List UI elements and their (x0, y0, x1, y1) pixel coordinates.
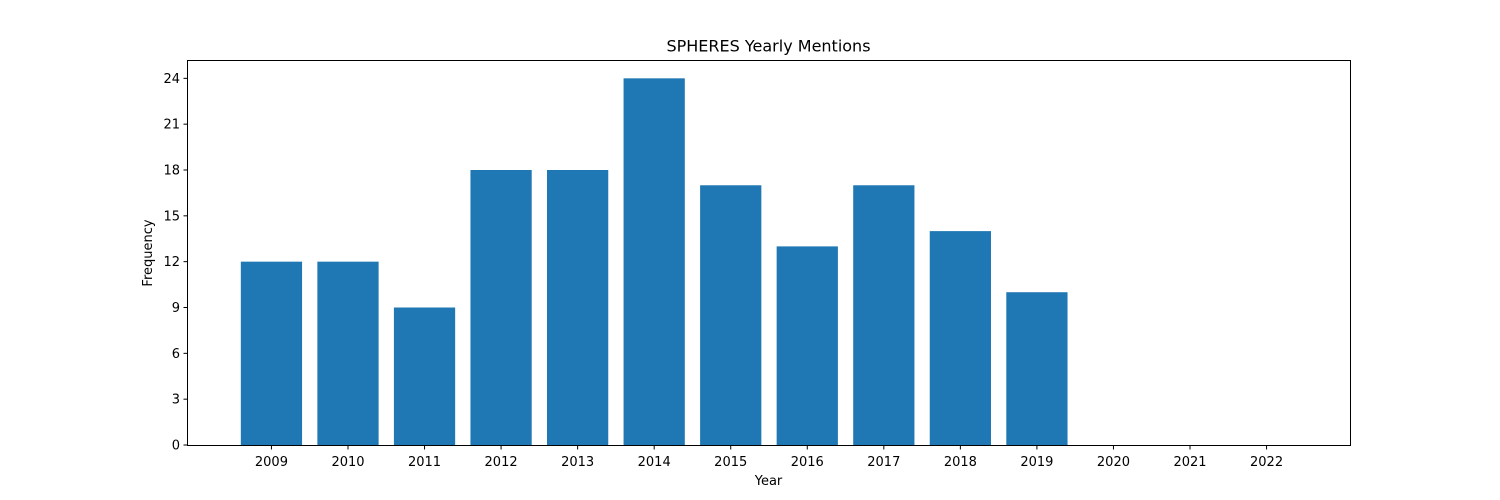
y-tick-label: 9 (172, 301, 180, 316)
x-tick-label: 2019 (1020, 455, 1053, 470)
y-tick-label: 24 (163, 72, 180, 87)
x-tick-label: 2014 (638, 455, 671, 470)
y-tick-label: 6 (172, 347, 180, 362)
y-axis: 0 3 6 9 12 15 18 21 24 (163, 72, 188, 454)
x-tick-label: 2022 (1250, 455, 1283, 470)
chart-title: SPHERES Yearly Mentions (666, 37, 870, 56)
x-tick-label: 2010 (331, 455, 364, 470)
bar-2019 (1006, 292, 1068, 445)
x-tick-label: 2009 (255, 455, 288, 470)
bars-group (240, 78, 1068, 445)
y-axis-label: Frequency (141, 219, 156, 286)
bar-2016 (776, 246, 838, 445)
y-tick-label: 21 (163, 118, 180, 133)
bar-2018 (929, 231, 991, 445)
x-axis-label: Year (754, 474, 783, 489)
x-tick-label: 2020 (1097, 455, 1130, 470)
x-tick-label: 2016 (791, 455, 824, 470)
bar-2010 (317, 261, 379, 445)
x-tick-label: 2017 (867, 455, 900, 470)
y-tick-label: 18 (163, 164, 180, 179)
bar-2009 (240, 261, 303, 445)
x-tick-label: 2018 (944, 455, 977, 470)
x-tick-label: 2012 (485, 455, 518, 470)
bar-2017 (853, 185, 915, 445)
x-tick-label: 2011 (408, 455, 441, 470)
x-axis: 2009 2010 2011 2012 2013 2014 2015 2016 2017 2018… (255, 445, 1283, 470)
x-tick-label: 2013 (561, 455, 594, 470)
y-tick-label: 0 (172, 439, 180, 454)
y-tick-label: 15 (163, 209, 180, 224)
bar-2015 (700, 185, 762, 445)
x-tick-label: 2015 (714, 455, 747, 470)
bar-2013 (547, 170, 609, 445)
x-tick-label: 2021 (1173, 455, 1206, 470)
y-tick-label: 12 (163, 255, 180, 270)
bar-2012 (470, 170, 532, 445)
plot-frame (187, 60, 1351, 446)
bar-2011 (393, 307, 456, 445)
y-tick-label: 3 (172, 393, 180, 408)
bar-2014 (623, 78, 685, 445)
